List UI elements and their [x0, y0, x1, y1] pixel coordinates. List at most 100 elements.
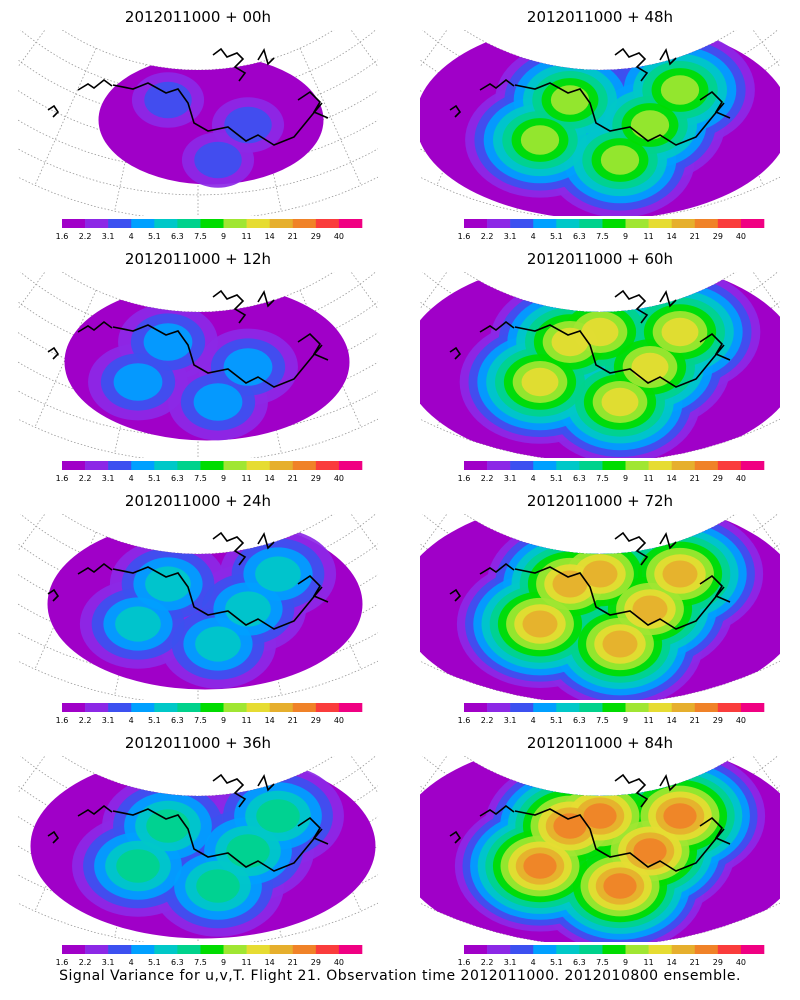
- colorbar-swatch: [510, 461, 534, 470]
- colorbar-label: 3.1: [504, 958, 517, 966]
- colorbar-label: 9: [221, 232, 226, 240]
- colorbar-label: 14: [265, 232, 275, 240]
- colorbar-swatch: [108, 461, 132, 470]
- colorbar-swatch: [717, 703, 742, 712]
- colorbar-label: 4: [129, 716, 134, 724]
- colorbar-label: 21: [690, 474, 700, 482]
- colorbar-swatch: [740, 703, 765, 712]
- colorbar-label: 1.6: [56, 716, 69, 724]
- colorbar: 1.6 2.2 3.1 4 5.1 6.3 7.5 9 11 14 21 29 40: [458, 703, 765, 724]
- colorbar-swatch: [315, 219, 340, 228]
- variance-field: [420, 514, 780, 700]
- colorbar-label: 3.1: [102, 232, 115, 240]
- colorbar-label: 21: [288, 232, 298, 240]
- colorbar-swatch: [223, 461, 247, 470]
- panel-title: 2012011000 + 24h: [124, 492, 272, 510]
- colorbar-label: 14: [265, 958, 275, 966]
- colorbar-label: 1.6: [458, 958, 471, 966]
- colorbar-swatch: [177, 461, 201, 470]
- colorbar-swatch: [648, 945, 672, 954]
- colorbar-label: 21: [288, 716, 298, 724]
- colorbar-swatch: [556, 945, 580, 954]
- colorbar-swatch: [62, 219, 86, 228]
- colorbar-swatch: [648, 461, 672, 470]
- colorbar-label: 6.3: [171, 474, 184, 482]
- colorbar-swatch: [579, 945, 603, 954]
- colorbar-swatch: [131, 703, 155, 712]
- colorbar-label: 6.3: [171, 716, 184, 724]
- colorbar-swatch: [694, 219, 719, 228]
- colorbar-label: 7.5: [596, 232, 609, 240]
- colorbar-swatch: [740, 219, 765, 228]
- colorbar-swatch: [671, 219, 696, 228]
- colorbar-label: 1.6: [56, 474, 69, 482]
- colorbar-swatch: [85, 461, 109, 470]
- colorbar-label: 11: [242, 232, 252, 240]
- colorbar-label: 4: [531, 474, 536, 482]
- colorbar-label: 7.5: [194, 958, 207, 966]
- colorbar-label: 21: [288, 474, 298, 482]
- colorbar-swatch: [510, 219, 534, 228]
- colorbar-swatch: [292, 461, 317, 470]
- forecast-panel: 2012011000 + 12h 1.6 2.2 3.1 4 5.1 6.3 7.5 9 11 14…: [18, 250, 378, 482]
- colorbar-label: 2.2: [79, 474, 92, 482]
- colorbar-label: 14: [265, 716, 275, 724]
- colorbar-label: 7.5: [596, 716, 609, 724]
- forecast-panel: 2012011000 + 24h 1.6 2.2 3.1 4 5.1 6.3 7.5 9 11 14…: [18, 492, 378, 724]
- colorbar-label: 2.2: [79, 716, 92, 724]
- colorbar: 1.6 2.2 3.1 4 5.1 6.3 7.5 9 11 14 21 29 40: [56, 461, 363, 482]
- colorbar-label: 5.1: [550, 474, 563, 482]
- colorbar-swatch: [533, 703, 557, 712]
- colorbar-swatch: [269, 219, 294, 228]
- colorbar-swatch: [579, 219, 603, 228]
- colorbar-swatch: [108, 219, 132, 228]
- colorbar-label: 40: [736, 232, 746, 240]
- colorbar: 1.6 2.2 3.1 4 5.1 6.3 7.5 9 11 14 21 29 40: [56, 945, 363, 966]
- colorbar-label: 14: [667, 716, 677, 724]
- colorbar-label: 40: [334, 474, 344, 482]
- colorbar-swatch: [602, 703, 626, 712]
- coastline: [47, 289, 329, 388]
- colorbar-label: 2.2: [481, 232, 494, 240]
- colorbar-label: 40: [736, 474, 746, 482]
- figure-caption: Signal Variance for u,v,T. Flight 21. Ob…: [59, 968, 741, 984]
- colorbar-swatch: [694, 461, 719, 470]
- variance-map: [18, 30, 378, 216]
- colorbar-swatch: [62, 703, 86, 712]
- panel-title: 2012011000 + 72h: [526, 492, 674, 510]
- colorbar-label: 2.2: [481, 474, 494, 482]
- colorbar-swatch: [648, 703, 672, 712]
- forecast-panel: 2012011000 + 60h 1.6 2.2 3.1 4 5.1 6.3 7.5 9 11 14…: [420, 250, 780, 482]
- colorbar-label: 1.6: [56, 232, 69, 240]
- colorbar-swatch: [671, 945, 696, 954]
- colorbar-swatch: [487, 461, 511, 470]
- colorbar-swatch: [62, 945, 86, 954]
- colorbar-label: 11: [242, 716, 252, 724]
- colorbar-swatch: [579, 461, 603, 470]
- colorbar-swatch: [154, 461, 178, 470]
- colorbar: 1.6 2.2 3.1 4 5.1 6.3 7.5 9 11 14 21 29 40: [458, 219, 765, 240]
- variance-field: [420, 30, 780, 216]
- colorbar-label: 21: [690, 232, 700, 240]
- variance-map: [420, 756, 780, 942]
- colorbar-label: 4: [531, 716, 536, 724]
- colorbar-label: 29: [311, 232, 321, 240]
- colorbar-swatch: [579, 703, 603, 712]
- colorbar-label: 40: [736, 716, 746, 724]
- colorbar-swatch: [85, 219, 109, 228]
- coastline: [449, 531, 731, 630]
- colorbar-swatch: [464, 219, 488, 228]
- colorbar-swatch: [200, 945, 224, 954]
- colorbar-label: 6.3: [573, 958, 586, 966]
- colorbar-swatch: [292, 703, 317, 712]
- variance-field: [98, 55, 324, 188]
- colorbar-label: 29: [713, 716, 723, 724]
- colorbar-label: 6.3: [171, 958, 184, 966]
- variance-field: [420, 272, 780, 458]
- colorbar-label: 2.2: [79, 232, 92, 240]
- variance-map: [18, 514, 378, 700]
- colorbar-swatch: [671, 703, 696, 712]
- colorbar-swatch: [487, 945, 511, 954]
- colorbar-label: 29: [713, 232, 723, 240]
- variance-field: [420, 756, 780, 942]
